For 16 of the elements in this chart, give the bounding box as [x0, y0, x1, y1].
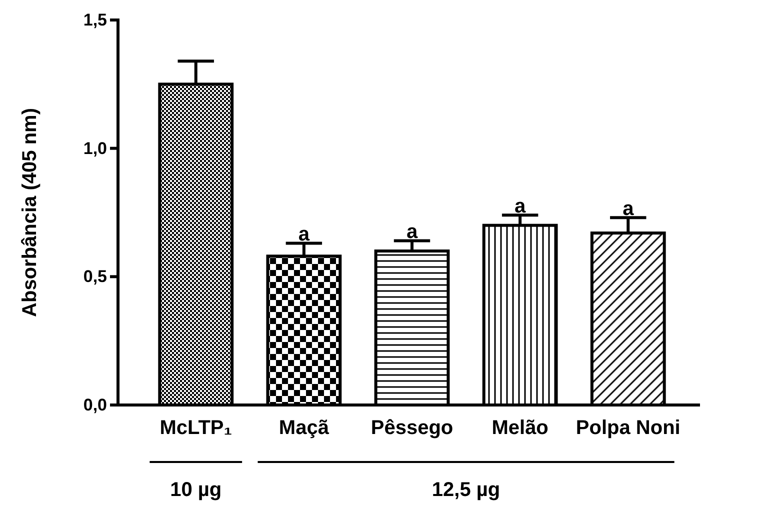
y-tick-label: 0,5: [83, 267, 107, 286]
text: 12,5 µg: [432, 479, 500, 501]
x-tick-label: McLTP₁: [160, 417, 232, 439]
x-tick-label: Polpa Noni: [576, 417, 680, 439]
x-tick-label: Maçã: [278, 417, 330, 439]
x-tick-label: Pêssego: [370, 417, 454, 439]
x-tick-label: Melão: [492, 417, 548, 439]
annotation: a: [406, 221, 418, 244]
annotation: a: [298, 224, 310, 246]
y-tick-label: 1,5: [83, 10, 107, 30]
y-tick-label: 1,0: [83, 138, 107, 158]
annotation: a: [622, 198, 635, 220]
y-tick-label: 0,0: [83, 395, 107, 414]
y-axis-title: Absorbância (405 nm): [19, 108, 41, 317]
annotation: a: [514, 196, 527, 218]
text: 10 µg: [170, 479, 222, 501]
